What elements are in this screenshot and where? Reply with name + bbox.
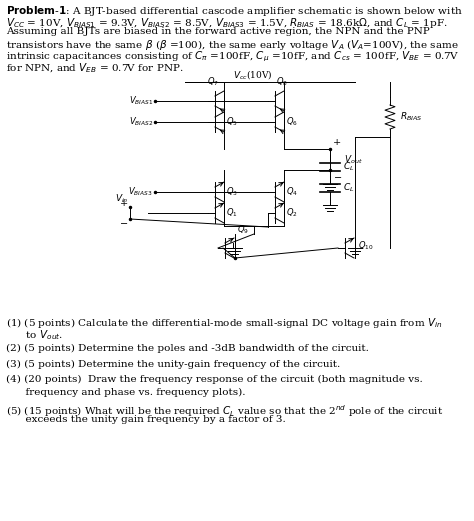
Text: (3) (5 points) Determine the unity-gain frequency of the circuit.: (3) (5 points) Determine the unity-gain …: [6, 359, 340, 369]
Text: (5) (15 points) What will be the required $C_L$ value so that the 2$^{nd}$ pole : (5) (15 points) What will be the require…: [6, 403, 444, 419]
Text: (2) (5 points) Determine the poles and -3dB bandwidth of the circuit.: (2) (5 points) Determine the poles and -…: [6, 344, 369, 353]
Text: $\mathbf{Problem\text{-}1}$: A BJT-based differential cascode amplifier schemati: $\mathbf{Problem\text{-}1}$: A BJT-based…: [6, 4, 463, 18]
Text: (1) (5 points) Calculate the differential-mode small-signal DC voltage gain from: (1) (5 points) Calculate the differentia…: [6, 316, 442, 330]
Text: $Q_3$: $Q_3$: [226, 186, 238, 199]
Text: $Q_1$: $Q_1$: [226, 207, 238, 219]
Text: $V_{CC}$ = 10V, $V_{BIAS1}$ = 9.3V, $V_{BIAS2}$ = 8.5V, $V_{BIAS3}$ = 1.5V, $R_{: $V_{CC}$ = 10V, $V_{BIAS1}$ = 9.3V, $V_{…: [6, 16, 447, 30]
Text: to $V_{out}$.: to $V_{out}$.: [6, 329, 63, 342]
Text: $V_{in}$: $V_{in}$: [115, 192, 129, 205]
Text: (4) (20 points)  Draw the frequency response of the circuit (both magnitude vs.: (4) (20 points) Draw the frequency respo…: [6, 375, 423, 384]
Text: $V_{BIAS2}$: $V_{BIAS2}$: [128, 116, 153, 128]
Text: $C_L$: $C_L$: [343, 182, 355, 194]
Text: transistors have the same $\beta$ ($\beta$ =100), the same early voltage $V_A$ (: transistors have the same $\beta$ ($\bet…: [6, 39, 459, 53]
Text: +: +: [333, 138, 341, 147]
Text: $-$: $-$: [119, 218, 128, 227]
Text: $Q_9$: $Q_9$: [237, 224, 249, 236]
Text: frequency and phase vs. frequency plots).: frequency and phase vs. frequency plots)…: [6, 388, 246, 396]
Text: $Q_7$: $Q_7$: [207, 76, 219, 88]
Text: $Q_6$: $Q_6$: [286, 116, 298, 128]
Text: Assuming all BJTs are biased in the forward active region, the NPN and the PNP: Assuming all BJTs are biased in the forw…: [6, 27, 430, 36]
Text: $V_{out}$: $V_{out}$: [344, 153, 363, 166]
Text: $V_{cc}$(10V): $V_{cc}$(10V): [233, 68, 273, 81]
Text: for NPN, and $V_{EB}$ = 0.7V for PNP.: for NPN, and $V_{EB}$ = 0.7V for PNP.: [6, 61, 183, 75]
Text: $Q_4$: $Q_4$: [286, 186, 298, 199]
Text: intrinsic capacitances consisting of $C_{\pi}$ =100fF, $C_{\mu}$ =10fF, and $C_{: intrinsic capacitances consisting of $C_…: [6, 50, 459, 65]
Text: $Q_{10}$: $Q_{10}$: [358, 240, 374, 252]
Text: $V_{BIAS1}$: $V_{BIAS1}$: [128, 95, 153, 107]
Text: $V_{BIAS3}$: $V_{BIAS3}$: [128, 186, 153, 199]
Text: $R_{BIAS}$: $R_{BIAS}$: [400, 111, 423, 123]
Text: $Q_5$: $Q_5$: [226, 116, 238, 128]
Text: $C_L$: $C_L$: [343, 161, 355, 173]
Text: $-$: $-$: [333, 172, 342, 181]
Text: exceeds the unity gain frequency by a factor of 3.: exceeds the unity gain frequency by a fa…: [6, 416, 286, 425]
Text: +: +: [120, 199, 128, 208]
Text: $Q_2$: $Q_2$: [286, 207, 298, 219]
Text: $Q_8$: $Q_8$: [276, 76, 288, 88]
